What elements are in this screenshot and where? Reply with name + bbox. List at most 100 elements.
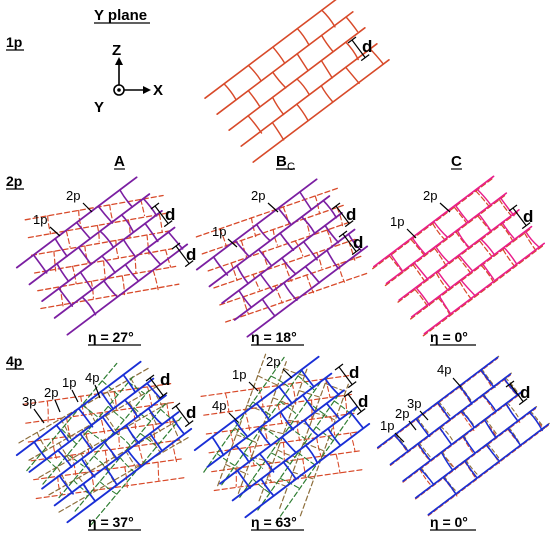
eta-caption-4p-a: η = 37° [88, 514, 134, 530]
lattice-rung [296, 420, 301, 442]
lattice-rung [499, 196, 515, 217]
spacing-tick [150, 202, 160, 210]
lattice-rung [277, 404, 283, 425]
lattice-rung [233, 419, 248, 437]
lattice-rung [255, 223, 271, 242]
lattice-rung [325, 402, 341, 420]
lattice-strand [48, 419, 180, 496]
lattice-rung [216, 452, 238, 468]
spacing-tick [163, 220, 173, 228]
lattice-rung [115, 239, 120, 259]
lattice-rung [247, 89, 261, 107]
lattice-panel-2p-a [15, 176, 189, 336]
lattice-rung [419, 467, 434, 485]
spacing-marker: d [150, 202, 175, 228]
lattice-rung [144, 222, 159, 243]
lattice-strand [30, 230, 171, 256]
spacing-tick [351, 248, 361, 256]
column-header-a: A [114, 153, 125, 170]
lattice-strand [58, 436, 190, 513]
pointer-label-1p-4c: 1p [380, 418, 394, 433]
lattice-rung [119, 189, 134, 208]
lattice-rung [282, 461, 297, 479]
lattice-rung [79, 432, 93, 450]
pointer-arrow [71, 389, 79, 403]
lattice-panel-4p-a [15, 360, 193, 526]
pointer-label-4p-4b: 4p [212, 398, 226, 413]
lattice-rung [230, 262, 238, 282]
lattice-strand [66, 427, 193, 524]
lattice-rung [272, 46, 286, 64]
pointer-label-4p-4c: 4p [437, 362, 451, 377]
lattice-rung [99, 230, 115, 249]
lattice-rung [53, 250, 57, 272]
lattice-rung [99, 412, 106, 435]
lattice-rung [46, 400, 49, 423]
lattice-rung [270, 452, 291, 465]
lattice-rung [99, 481, 118, 495]
lattice-strand [244, 422, 371, 519]
lattice-rung [504, 377, 520, 396]
lattice-rung [320, 34, 334, 53]
lattice-rung [130, 377, 142, 396]
row-label-1p: 1p [6, 34, 22, 50]
lattice-rung [281, 257, 297, 275]
lattice-strand [205, 412, 356, 435]
lattice-strand [206, 372, 333, 468]
lattice-rung [443, 475, 458, 493]
lattice-rung [419, 468, 432, 487]
lattice-rung [483, 419, 497, 439]
lattice-rung [283, 367, 306, 377]
lattice-rung [97, 205, 114, 224]
lattice-rung [146, 247, 161, 265]
lattice-rung [235, 444, 250, 463]
axis-label-z: Z [112, 42, 121, 59]
pointer-arrow [406, 228, 417, 239]
lattice-strand [24, 194, 164, 221]
spacing-bracket [175, 405, 190, 424]
lattice-rung [349, 410, 364, 429]
spacing-tick [184, 420, 194, 428]
spacing-bracket [342, 233, 357, 252]
lattice-rung [327, 427, 342, 447]
lattice-rung [349, 432, 356, 452]
lattice-rung [316, 437, 323, 460]
pointer-arrow [49, 226, 61, 237]
spacing-bracket [149, 377, 164, 396]
spacing-label: d [160, 370, 170, 389]
lattice-rung [47, 215, 52, 235]
lattice-rung [271, 121, 285, 141]
spacing-tick [145, 374, 155, 382]
row-label-2p: 2p [6, 173, 22, 189]
lattice-rung [413, 261, 429, 281]
lattice-strand [53, 226, 176, 319]
lattice-rung [260, 478, 274, 496]
spacing-label: d [186, 245, 196, 264]
lattice-rung [502, 248, 516, 268]
lattice-rung [140, 198, 146, 217]
lattice-rung [506, 401, 520, 420]
spacing-bracket [154, 205, 169, 224]
lattice-rung [282, 441, 285, 461]
spacing-tick [158, 392, 168, 400]
lattice-rung [84, 245, 89, 264]
lattice-strand [28, 377, 155, 473]
lattice-rung [393, 434, 409, 452]
spacing-marker: d [331, 202, 356, 228]
lattice-strand [410, 225, 533, 318]
lattice-rung [302, 240, 318, 261]
lattice-strand [246, 245, 369, 338]
spacing-tick [331, 202, 341, 210]
lattice-strand [240, 42, 378, 147]
lattice-rung [324, 377, 340, 396]
lattice-rung [274, 285, 283, 304]
spacing-tick [347, 381, 357, 389]
lattice-rung [101, 415, 116, 435]
lattice-rung [345, 16, 359, 33]
pointer-arrow [452, 377, 462, 388]
lattice-rung [410, 239, 426, 257]
lattice-rung [304, 444, 318, 464]
lattice-rung [460, 279, 476, 296]
lattice-strand [423, 242, 546, 335]
